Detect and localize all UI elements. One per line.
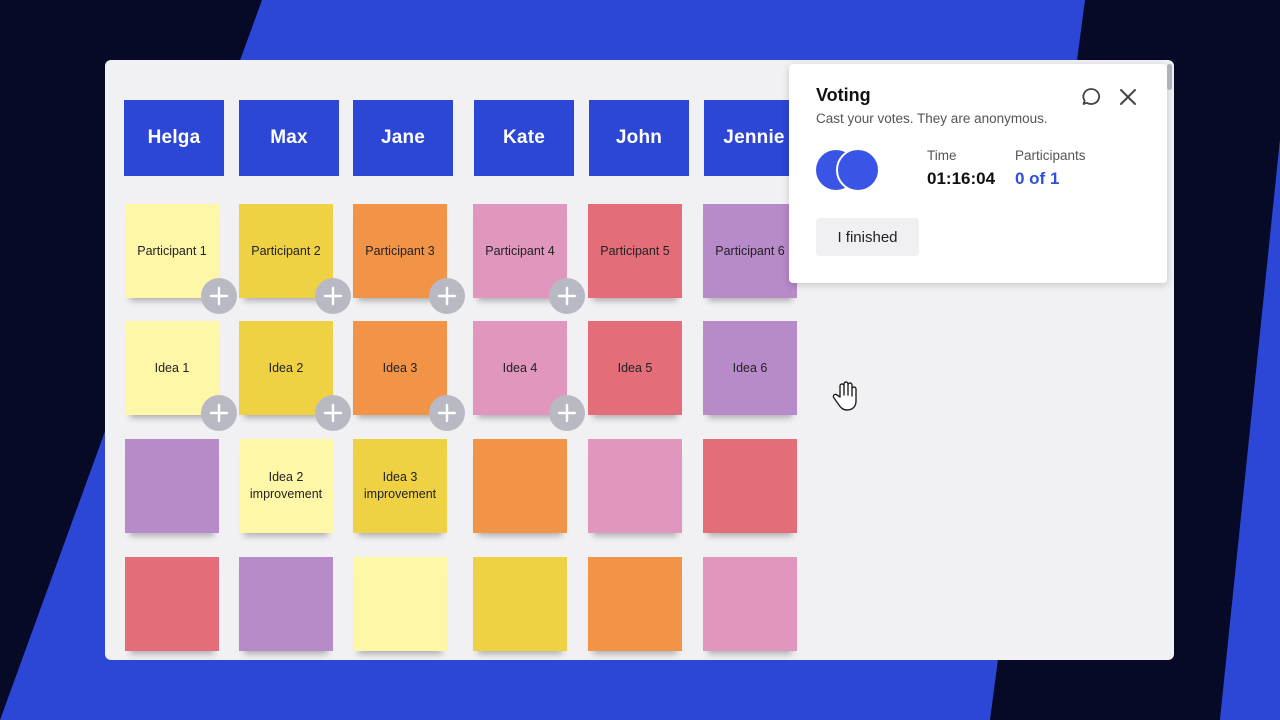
sticky-note[interactable]	[473, 557, 567, 651]
sticky-note[interactable]: Participant 6	[703, 204, 797, 298]
sticky-note[interactable]: Idea 4	[473, 321, 567, 415]
sticky-note[interactable]	[125, 557, 219, 651]
sticky-note-text: Participant 5	[600, 243, 670, 258]
sticky-note[interactable]	[473, 439, 567, 533]
participants-label: Participants	[1015, 148, 1086, 163]
avatar	[836, 148, 880, 192]
sticky-note-text: Idea 2 improvement	[249, 470, 323, 501]
plus-icon[interactable]	[315, 395, 351, 431]
sticky-note[interactable]: Participant 2	[239, 204, 333, 298]
sticky-note-text: Participant 1	[137, 243, 207, 258]
sticky-note-text: Idea 6	[732, 360, 768, 375]
sticky-note-text: Participant 3	[365, 243, 435, 258]
hand-cursor-icon	[832, 381, 857, 411]
voting-panel: Voting Cast your votes. They are anonymo…	[789, 64, 1167, 283]
sticky-note[interactable]	[239, 557, 333, 651]
name-card-jennie[interactable]: Jennie	[704, 100, 804, 176]
voting-subtitle: Cast your votes. They are anonymous.	[816, 111, 1048, 126]
voting-title: Voting	[816, 85, 871, 105]
plus-icon[interactable]	[429, 278, 465, 314]
sticky-note[interactable]	[588, 439, 682, 533]
sticky-note[interactable]: Idea 2	[239, 321, 333, 415]
sticky-note[interactable]: Participant 3	[353, 204, 447, 298]
i-finished-button[interactable]: I finished	[816, 218, 919, 256]
sticky-note-text: Idea 2	[268, 360, 304, 375]
sticky-note-text: Idea 4	[502, 360, 538, 375]
plus-icon[interactable]	[201, 395, 237, 431]
time-label: Time	[927, 148, 957, 163]
sticky-note[interactable]	[703, 439, 797, 533]
participant-avatars	[816, 148, 882, 192]
sticky-note-text: Idea 1	[154, 360, 190, 375]
sticky-note-text: Participant 6	[715, 243, 785, 258]
sticky-note[interactable]	[353, 557, 447, 651]
plus-icon[interactable]	[549, 395, 585, 431]
close-icon[interactable]	[1117, 86, 1139, 108]
sticky-note[interactable]: Idea 3	[353, 321, 447, 415]
name-card-jane[interactable]: Jane	[353, 100, 453, 176]
plus-icon[interactable]	[549, 278, 585, 314]
plus-icon[interactable]	[429, 395, 465, 431]
plus-icon[interactable]	[315, 278, 351, 314]
sticky-note[interactable]: Idea 3 improvement	[353, 439, 447, 533]
sticky-note[interactable]: Idea 6	[703, 321, 797, 415]
sticky-note-text: Idea 3 improvement	[363, 470, 437, 501]
sticky-note-text: Participant 2	[251, 243, 321, 258]
sticky-note[interactable]: Idea 5	[588, 321, 682, 415]
sticky-note-text: Participant 4	[485, 243, 555, 258]
sticky-note[interactable]	[703, 557, 797, 651]
sticky-note[interactable]: Idea 2 improvement	[239, 439, 333, 533]
name-card-helga[interactable]: Helga	[124, 100, 224, 176]
plus-icon[interactable]	[201, 278, 237, 314]
panel-scrollbar[interactable]	[1167, 64, 1172, 90]
time-value: 01:16:04	[927, 169, 996, 188]
sticky-note[interactable]	[125, 439, 219, 533]
sticky-note[interactable]: Participant 4	[473, 204, 567, 298]
participants-value: 0 of 1	[1015, 169, 1060, 188]
comment-icon[interactable]	[1080, 86, 1102, 108]
name-card-max[interactable]: Max	[239, 100, 339, 176]
sticky-note-text: Idea 3	[382, 360, 418, 375]
sticky-note[interactable]: Idea 1	[125, 321, 219, 415]
sticky-note[interactable]	[588, 557, 682, 651]
sticky-note-text: Idea 5	[617, 360, 653, 375]
sticky-note[interactable]: Participant 1	[125, 204, 219, 298]
name-card-kate[interactable]: Kate	[474, 100, 574, 176]
sticky-note[interactable]: Participant 5	[588, 204, 682, 298]
name-card-john[interactable]: John	[589, 100, 689, 176]
